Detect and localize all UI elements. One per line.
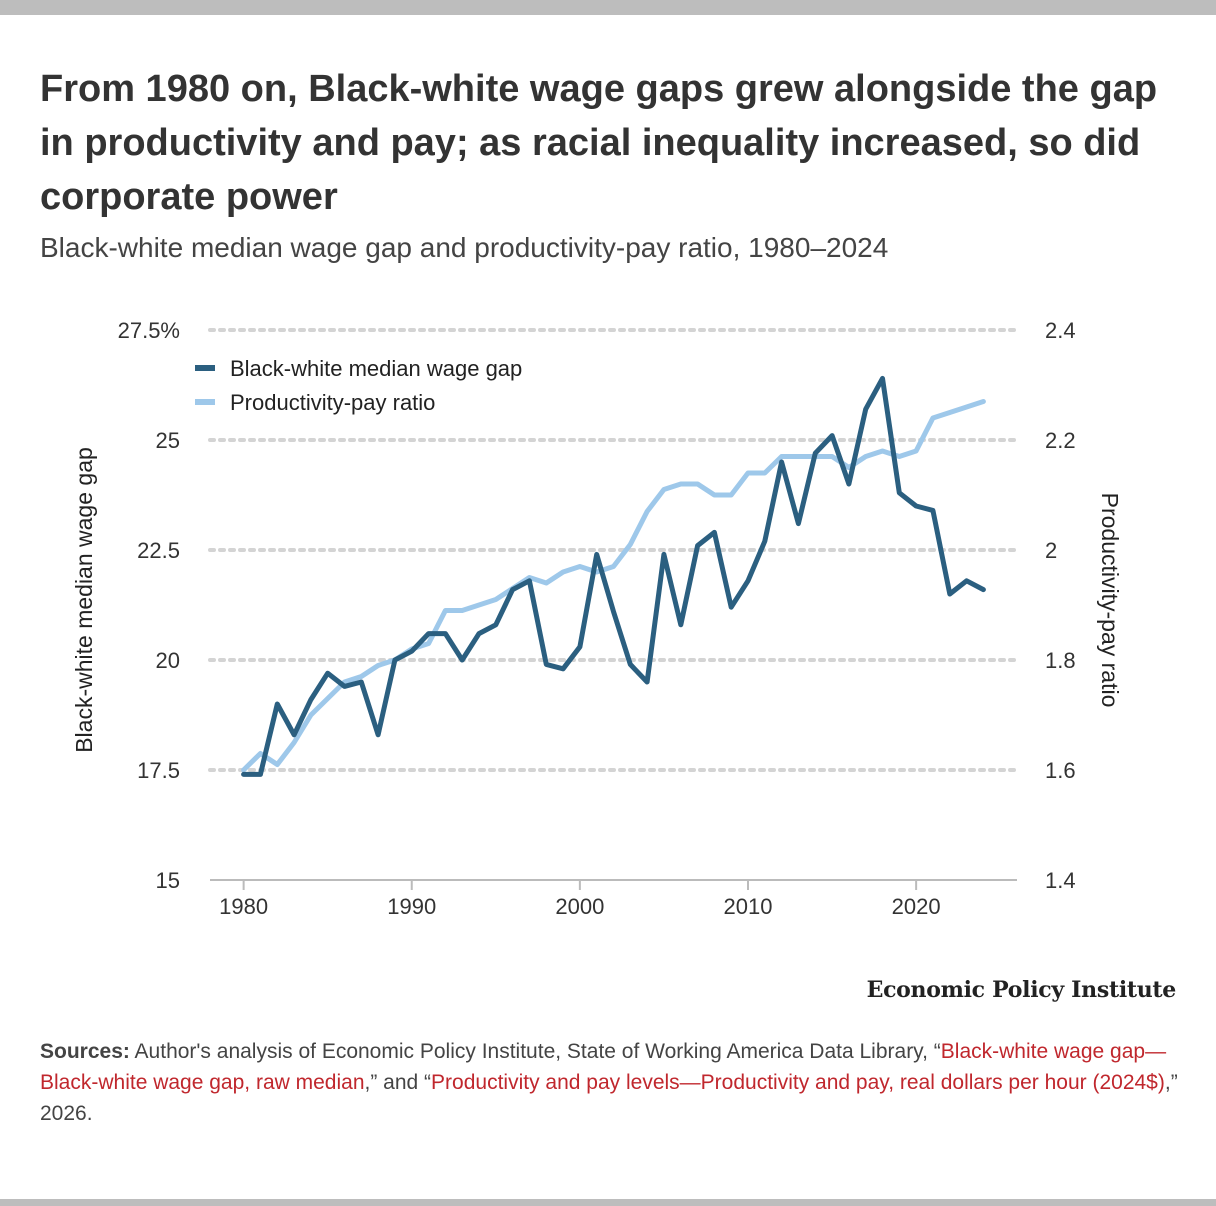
brand-logo-text: Economic Policy Institute [866,977,1177,1003]
axes: 15 17.5 20 22.5 25 27.5% 1.4 1.6 1.8 2 2.2 2.4 1980 1… [71,318,1123,919]
legend-label-wage-gap: Black-white median wage gap [230,356,522,381]
x-tick-label: 2010 [724,894,773,919]
source-link-wage-gap[interactable]: Black-white wage gap—Black-white wage ga… [40,1040,1167,1094]
y-right-tick-label: 2.2 [1045,428,1076,453]
x-tick-label: 2020 [892,894,941,919]
y-left-tick-label: 17.5 [137,758,180,783]
y-left-tick-label: 27.5% [118,318,180,343]
x-tick-label: 1980 [219,894,268,919]
y-right-tick-label: 2 [1045,538,1057,563]
y-right-tick-label: 1.8 [1045,648,1076,673]
series-lines [241,375,986,777]
chart-title: From 1980 on, Black-white wage gaps grew… [40,68,1158,218]
sources-note: Sources: Author's analysis of Economic P… [40,1036,1180,1129]
y-right-axis-title: Productivity-pay ratio [1097,493,1123,708]
sources-label: Sources: [40,1040,130,1063]
sources-text-3: ,” 2026. [40,1071,1178,1125]
y-right-tick-label: 1.4 [1045,868,1076,893]
y-left-tick-label: 25 [156,428,180,453]
bottom-border-bar [0,1199,1216,1206]
gridlines [208,328,1019,772]
chart-area: 15 17.5 20 22.5 25 27.5% 1.4 1.6 1.8 2 2.2 2.4 1980 1… [71,318,1123,919]
y-left-tick-label: 20 [156,648,180,673]
y-left-tick-label: 15 [156,868,180,893]
x-tick-label: 1990 [387,894,436,919]
legend-label-productivity-pay-ratio: Productivity-pay ratio [230,390,435,415]
chart-subtitle: Black-white median wage gap and producti… [40,232,889,263]
series-line-productivity-pay-ratio [241,399,986,773]
sources-text-2: ,” and “ [364,1071,432,1094]
series-line-wage-gap [241,375,986,777]
sources-text-1: Author's analysis of Economic Policy Ins… [129,1040,941,1063]
source-link-productivity-pay[interactable]: Productivity and pay levels—Productivity… [431,1071,1165,1094]
x-tick-label: 2000 [555,894,604,919]
top-border-bar [0,0,1216,15]
y-right-tick-label: 1.6 [1045,758,1076,783]
y-left-tick-label: 22.5 [137,538,180,563]
legend: Black-white median wage gap Productivity-… [195,356,522,415]
y-left-axis-title: Black-white median wage gap [71,447,97,753]
y-right-tick-label: 2.4 [1045,318,1076,343]
